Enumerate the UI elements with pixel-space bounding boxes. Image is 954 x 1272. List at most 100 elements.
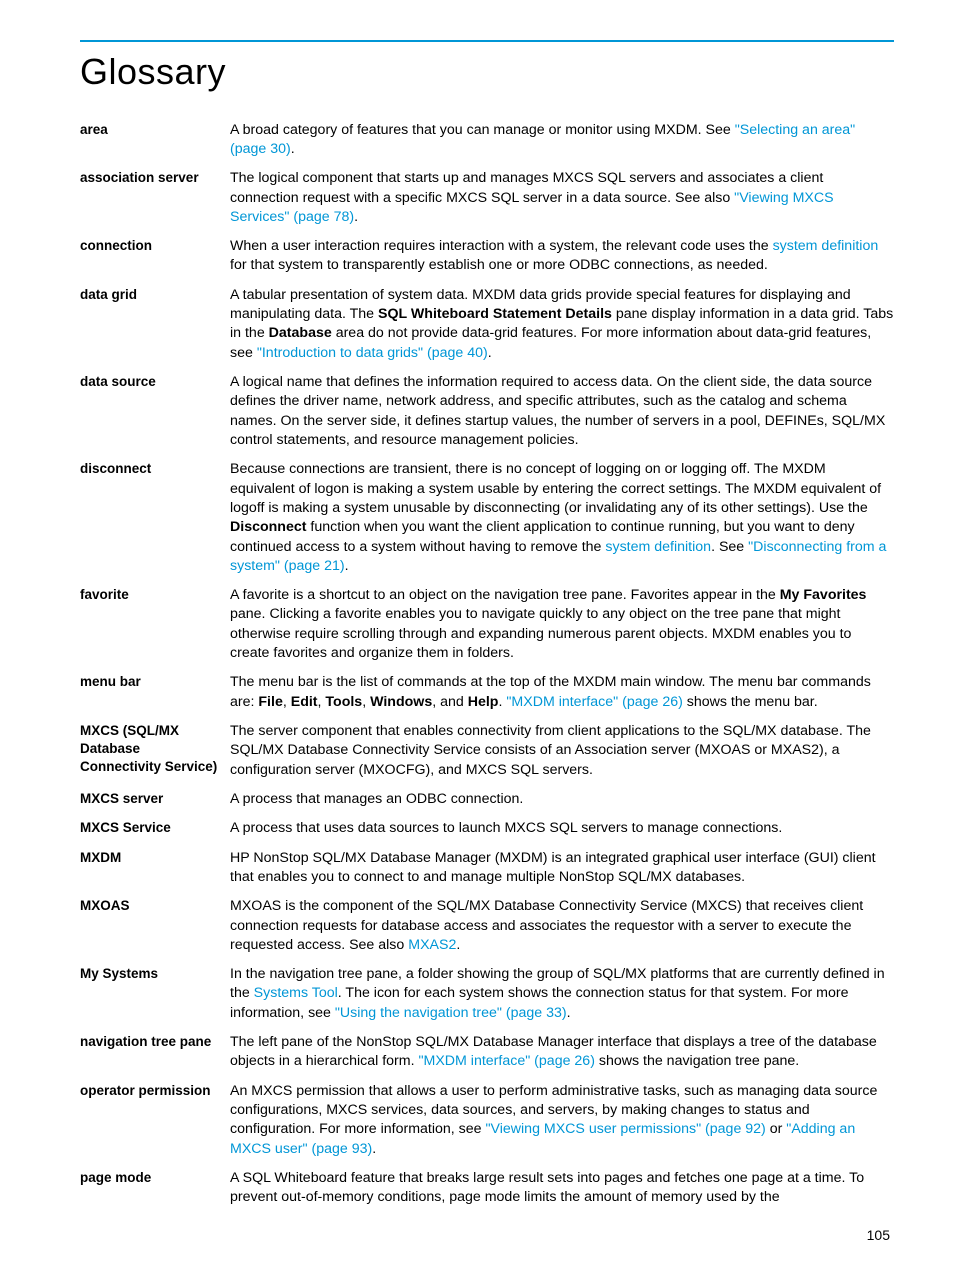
glossary-term: operator permission — [80, 1082, 230, 1100]
definition-text: Because connections are transient, there… — [230, 461, 881, 516]
glossary-entry: My SystemsIn the navigation tree pane, a… — [80, 965, 894, 1023]
page-title: Glossary — [80, 48, 894, 97]
glossary-definition: The server component that enables connec… — [230, 722, 894, 780]
glossary-list: areaA broad category of features that yo… — [80, 121, 894, 1208]
glossary-definition: A SQL Whiteboard feature that breaks lar… — [230, 1169, 894, 1208]
glossary-definition: A process that manages an ODBC connectio… — [230, 790, 894, 809]
glossary-term: connection — [80, 237, 230, 255]
glossary-definition: A process that uses data sources to laun… — [230, 819, 894, 838]
glossary-definition: A favorite is a shortcut to an object on… — [230, 586, 894, 663]
bold-text: My Favorites — [780, 587, 867, 603]
definition-text: When a user interaction requires interac… — [230, 238, 773, 254]
glossary-term: association server — [80, 169, 230, 187]
definition-text: . — [345, 558, 349, 574]
glossary-definition: When a user interaction requires interac… — [230, 237, 894, 276]
definition-text: A process that uses data sources to laun… — [230, 820, 782, 836]
glossary-term: My Systems — [80, 965, 230, 983]
definition-text: . — [291, 141, 295, 157]
definition-text: shows the menu bar. — [683, 694, 818, 710]
definition-text: or — [766, 1121, 787, 1137]
glossary-definition: The left pane of the NonStop SQL/MX Data… — [230, 1033, 894, 1072]
glossary-term: page mode — [80, 1169, 230, 1187]
definition-text: A broad category of features that you ca… — [230, 122, 735, 138]
bold-text: Windows — [370, 694, 432, 710]
bold-text: SQL Whiteboard Statement Details — [378, 306, 612, 322]
definition-text: . — [354, 209, 358, 225]
definition-text: . — [488, 345, 492, 361]
bold-text: Help — [468, 694, 499, 710]
cross-reference-link[interactable]: MXAS2 — [408, 937, 456, 953]
glossary-entry: disconnectBecause connections are transi… — [80, 460, 894, 576]
cross-reference-link[interactable]: "Introduction to data grids" (page 40) — [257, 345, 488, 361]
glossary-definition: An MXCS permission that allows a user to… — [230, 1082, 894, 1159]
definition-text: . — [372, 1141, 376, 1157]
glossary-definition: A broad category of features that you ca… — [230, 121, 894, 160]
bold-text: Edit — [291, 694, 318, 710]
page-number: 105 — [80, 1226, 894, 1245]
cross-reference-link[interactable]: system definition — [773, 238, 879, 254]
glossary-term: MXCS Service — [80, 819, 230, 837]
bold-text: Disconnect — [230, 519, 306, 535]
definition-text: for that system to transparently establi… — [230, 257, 768, 273]
glossary-term: MXDM — [80, 849, 230, 867]
glossary-definition: The logical component that starts up and… — [230, 169, 894, 227]
cross-reference-link[interactable]: "Using the navigation tree" (page 33) — [335, 1005, 567, 1021]
glossary-entry: connectionWhen a user interaction requir… — [80, 237, 894, 276]
definition-text: , — [362, 694, 370, 710]
glossary-definition: MXOAS is the component of the SQL/MX Dat… — [230, 897, 894, 955]
glossary-definition: A logical name that defines the informat… — [230, 373, 894, 450]
glossary-entry: areaA broad category of features that yo… — [80, 121, 894, 160]
glossary-term: data source — [80, 373, 230, 391]
definition-text: . See — [711, 539, 748, 555]
glossary-entry: MXCS serverA process that manages an ODB… — [80, 790, 894, 809]
definition-text: The server component that enables connec… — [230, 723, 871, 778]
glossary-term: area — [80, 121, 230, 139]
glossary-entry: association serverThe logical component … — [80, 169, 894, 227]
definition-text: A process that manages an ODBC connectio… — [230, 791, 523, 807]
definition-text: pane. Clicking a favorite enables you to… — [230, 606, 851, 661]
glossary-term: navigation tree pane — [80, 1033, 230, 1051]
glossary-term: favorite — [80, 586, 230, 604]
glossary-term: menu bar — [80, 673, 230, 691]
definition-text: , and — [432, 694, 468, 710]
bold-text: File — [258, 694, 282, 710]
definition-text: MXOAS is the component of the SQL/MX Dat… — [230, 898, 863, 953]
definition-text: , — [283, 694, 291, 710]
definition-text: A SQL Whiteboard feature that breaks lar… — [230, 1170, 864, 1205]
definition-text: . — [567, 1005, 571, 1021]
bold-text: Tools — [325, 694, 362, 710]
glossary-entry: MXCS (SQL/MX Database Connectivity Servi… — [80, 722, 894, 780]
definition-text: . — [456, 937, 460, 953]
cross-reference-link[interactable]: system definition — [605, 539, 711, 555]
definition-text: shows the navigation tree pane. — [595, 1053, 799, 1069]
glossary-definition: HP NonStop SQL/MX Database Manager (MXDM… — [230, 849, 894, 888]
glossary-definition: The menu bar is the list of commands at … — [230, 673, 894, 712]
cross-reference-link[interactable]: "MXDM interface" (page 26) — [418, 1053, 594, 1069]
top-rule — [80, 40, 894, 42]
glossary-entry: data gridA tabular presentation of syste… — [80, 286, 894, 363]
glossary-entry: data sourceA logical name that defines t… — [80, 373, 894, 450]
glossary-entry: menu barThe menu bar is the list of comm… — [80, 673, 894, 712]
cross-reference-link[interactable]: Systems Tool — [254, 985, 338, 1001]
definition-text: A favorite is a shortcut to an object on… — [230, 587, 780, 603]
glossary-term: data grid — [80, 286, 230, 304]
glossary-definition: Because connections are transient, there… — [230, 460, 894, 576]
glossary-entry: MXDMHP NonStop SQL/MX Database Manager (… — [80, 849, 894, 888]
glossary-entry: favoriteA favorite is a shortcut to an o… — [80, 586, 894, 663]
glossary-entry: MXCS ServiceA process that uses data sou… — [80, 819, 894, 838]
glossary-entry: navigation tree paneThe left pane of the… — [80, 1033, 894, 1072]
glossary-entry: page modeA SQL Whiteboard feature that b… — [80, 1169, 894, 1208]
bold-text: Database — [269, 325, 332, 341]
definition-text: HP NonStop SQL/MX Database Manager (MXDM… — [230, 850, 876, 885]
glossary-entry: MXOASMXOAS is the component of the SQL/M… — [80, 897, 894, 955]
cross-reference-link[interactable]: "MXDM interface" (page 26) — [506, 694, 682, 710]
glossary-definition: In the navigation tree pane, a folder sh… — [230, 965, 894, 1023]
glossary-definition: A tabular presentation of system data. M… — [230, 286, 894, 363]
glossary-term: MXCS (SQL/MX Database Connectivity Servi… — [80, 722, 230, 777]
glossary-term: MXCS server — [80, 790, 230, 808]
cross-reference-link[interactable]: "Viewing MXCS user permissions" (page 92… — [486, 1121, 766, 1137]
definition-text: A logical name that defines the informat… — [230, 374, 885, 448]
glossary-term: MXOAS — [80, 897, 230, 915]
glossary-term: disconnect — [80, 460, 230, 478]
glossary-entry: operator permissionAn MXCS permission th… — [80, 1082, 894, 1159]
